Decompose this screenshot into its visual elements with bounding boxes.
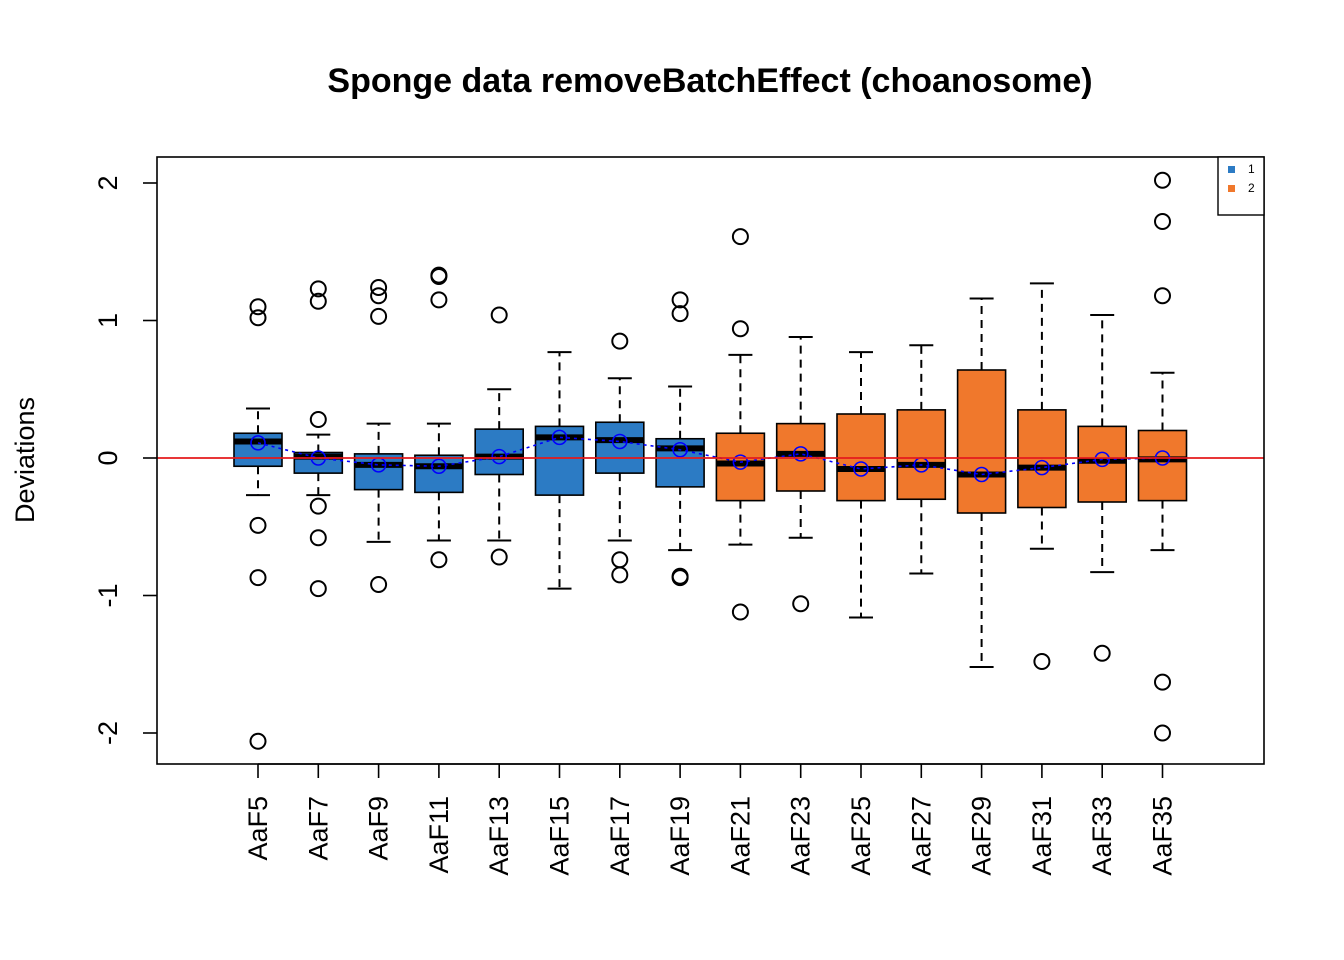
legend-label: 2 bbox=[1248, 181, 1255, 195]
y-tick-label: -2 bbox=[93, 721, 123, 745]
chart-title: Sponge data removeBatchEffect (choanosom… bbox=[327, 62, 1092, 100]
outlier-point bbox=[309, 497, 327, 515]
outlier-point bbox=[430, 551, 448, 569]
mean-point bbox=[973, 466, 990, 483]
outlier-point bbox=[671, 305, 689, 323]
mean-point bbox=[732, 454, 749, 470]
outlier-point bbox=[370, 279, 388, 296]
outlier-point bbox=[671, 291, 689, 309]
x-tick-label: AaF5 bbox=[243, 796, 273, 861]
outlier-point bbox=[611, 566, 629, 584]
outlier-point bbox=[490, 306, 508, 324]
outlier-point bbox=[309, 280, 327, 298]
x-tick-label: AaF11 bbox=[424, 796, 454, 874]
outlier-point bbox=[249, 298, 267, 316]
legend-label: 1 bbox=[1248, 162, 1255, 176]
outlier-point bbox=[1154, 673, 1171, 691]
x-tick-label: AaF31 bbox=[1027, 796, 1057, 876]
outlier-point bbox=[430, 291, 448, 309]
x-tick-label: AaF23 bbox=[786, 796, 816, 876]
legend-swatch bbox=[1228, 185, 1235, 192]
mean-point bbox=[672, 441, 688, 458]
outlier-point bbox=[1154, 724, 1171, 742]
box-AaF33 bbox=[1077, 425, 1127, 503]
outlier-point bbox=[611, 332, 629, 350]
x-tick-label: AaF25 bbox=[846, 796, 876, 876]
legend-box bbox=[1217, 156, 1265, 216]
mean-point bbox=[431, 458, 447, 475]
outlier-point bbox=[731, 320, 749, 338]
outlier-point bbox=[731, 228, 749, 246]
outlier-point bbox=[671, 569, 689, 587]
x-tick-label: AaF21 bbox=[725, 796, 755, 876]
mean-point bbox=[1034, 459, 1050, 476]
outlier-point bbox=[249, 732, 267, 750]
box-AaF27 bbox=[896, 409, 947, 501]
outlier-point bbox=[731, 603, 749, 621]
outlier-point bbox=[370, 307, 388, 325]
x-tick-label: AaF27 bbox=[906, 796, 936, 876]
mean-point bbox=[250, 435, 266, 451]
mean-point bbox=[853, 461, 869, 477]
x-tick-label: AaF29 bbox=[967, 796, 997, 876]
x-tick-label: AaF17 bbox=[605, 796, 635, 876]
outlier-point bbox=[1093, 644, 1111, 662]
box-AaF21 bbox=[715, 432, 766, 502]
y-tick-label: 0 bbox=[93, 450, 123, 465]
outlier-point bbox=[430, 268, 448, 285]
outlier-point bbox=[1154, 287, 1171, 305]
mean-point bbox=[792, 446, 809, 462]
mean-point bbox=[491, 448, 508, 465]
x-tick-label: AaF19 bbox=[665, 796, 695, 876]
mean-point bbox=[1094, 451, 1110, 468]
mean-point bbox=[611, 433, 628, 450]
outlier-point bbox=[249, 569, 267, 587]
outlier-point bbox=[1154, 171, 1171, 189]
box-AaF29 bbox=[956, 369, 1007, 514]
x-tick-label: AaF35 bbox=[1148, 796, 1178, 876]
mean-point bbox=[551, 429, 568, 446]
outlier-point bbox=[1033, 653, 1051, 670]
outlier-point bbox=[309, 529, 327, 547]
x-tick-label: AaF9 bbox=[364, 796, 394, 861]
outlier-point bbox=[249, 516, 267, 534]
outlier-point bbox=[792, 595, 810, 613]
y-tick-label: -1 bbox=[93, 583, 123, 607]
x-tick-label: AaF7 bbox=[303, 796, 333, 861]
x-tick-label: AaF33 bbox=[1087, 796, 1117, 876]
outlier-point bbox=[611, 551, 629, 569]
legend-swatch bbox=[1228, 166, 1235, 173]
y-axis-label: Deviations bbox=[10, 397, 40, 523]
outlier-point bbox=[1154, 213, 1171, 230]
x-tick-label: AaF15 bbox=[545, 796, 575, 876]
y-tick-label: 2 bbox=[93, 175, 123, 190]
outlier-point bbox=[309, 411, 327, 428]
outlier-point bbox=[370, 576, 388, 593]
outlier-point bbox=[370, 287, 388, 305]
mean-trend-line bbox=[257, 436, 1163, 476]
plot-area: -2 -1 0 1 2 AaF5 AaF7 AaF9 AaF11 AaF13 AaF15 AaF17 A… bbox=[93, 156, 1265, 876]
x-tick-label: AaF13 bbox=[484, 796, 514, 876]
y-tick-label: 1 bbox=[93, 313, 123, 328]
outlier-point bbox=[309, 292, 327, 310]
outlier-point bbox=[309, 580, 327, 598]
outlier-point bbox=[490, 548, 508, 566]
box-AaF17 bbox=[594, 421, 645, 474]
outlier-point bbox=[249, 309, 267, 327]
